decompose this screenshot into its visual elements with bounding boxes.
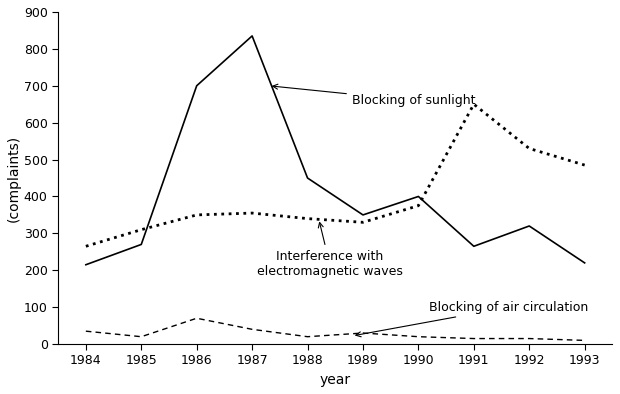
Text: Blocking of sunlight: Blocking of sunlight [273,84,476,107]
Text: Interference with
electromagnetic waves: Interference with electromagnetic waves [257,223,402,278]
Text: Blocking of air circulation: Blocking of air circulation [356,301,589,337]
X-axis label: year: year [320,373,351,387]
Y-axis label: (complaints): (complaints) [7,134,21,221]
